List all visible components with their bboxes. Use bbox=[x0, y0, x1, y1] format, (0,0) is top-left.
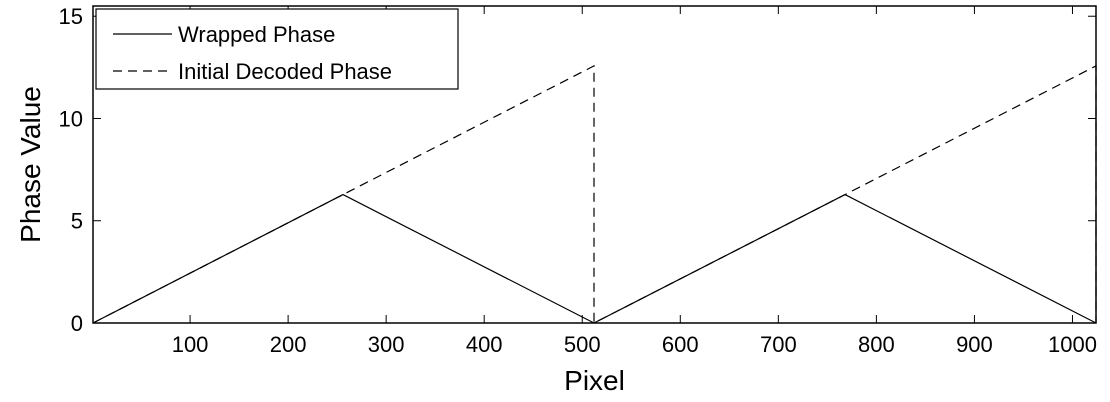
x-tick-label: 200 bbox=[270, 332, 307, 357]
x-tick-label: 600 bbox=[662, 332, 699, 357]
x-tick-label: 400 bbox=[466, 332, 503, 357]
x-axis-title: Pixel bbox=[564, 365, 625, 396]
y-ticks: 0 5 10 15 bbox=[59, 4, 1096, 336]
legend-label-initial-decoded-phase: Initial Decoded Phase bbox=[178, 59, 392, 84]
x-tick-label: 900 bbox=[956, 332, 993, 357]
x-tick-label: 100 bbox=[172, 332, 209, 357]
y-tick-label: 15 bbox=[59, 4, 83, 29]
y-axis-title: Phase Value bbox=[15, 86, 46, 243]
x-tick-label: 500 bbox=[564, 332, 601, 357]
x-tick-label: 300 bbox=[368, 332, 405, 357]
x-ticks: 100 200 300 400 500 600 700 800 900 1000 bbox=[172, 6, 1097, 357]
x-tick-label: 800 bbox=[858, 332, 895, 357]
series-layer bbox=[92, 64, 1097, 324]
x-tick-label: 700 bbox=[760, 332, 797, 357]
legend-box bbox=[95, 8, 459, 90]
y-tick-label: 5 bbox=[71, 209, 83, 234]
y-tick-label: 10 bbox=[59, 106, 83, 131]
legend-label-wrapped-phase: Wrapped Phase bbox=[178, 22, 335, 47]
legend: Wrapped Phase Initial Decoded Phase bbox=[95, 8, 459, 90]
x-tick-label: 1000 bbox=[1048, 332, 1097, 357]
y-tick-label: 0 bbox=[71, 311, 83, 336]
series-line-initial-decoded-phase bbox=[92, 64, 1097, 324]
